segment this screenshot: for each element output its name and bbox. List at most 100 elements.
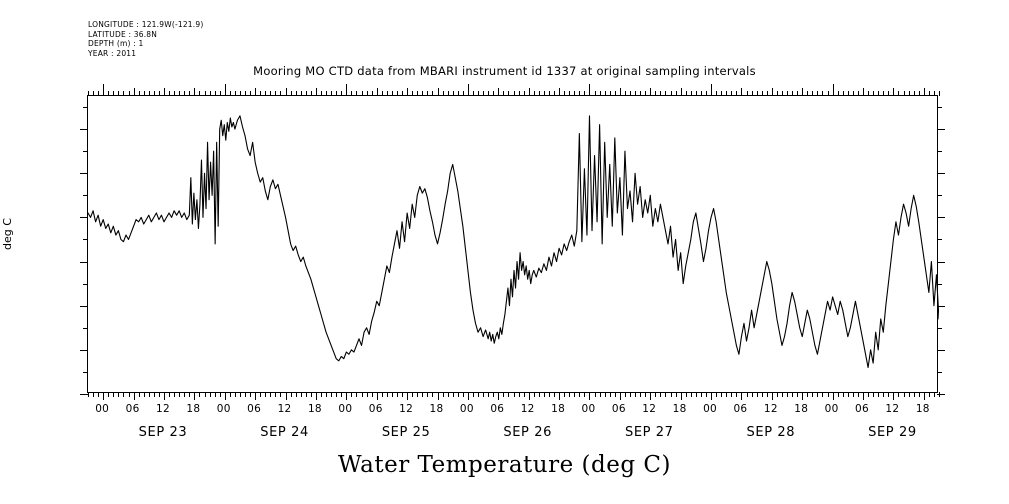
x-axis-minor-tick <box>898 392 900 397</box>
x-axis-minor-tick <box>807 392 809 397</box>
x-axis-day-label: SEP 25 <box>381 425 431 440</box>
x-axis-minor-tick <box>888 392 890 397</box>
x-axis-minor-tick <box>234 392 236 397</box>
x-axis-day-tick <box>346 84 348 96</box>
y-axis-minor-tick <box>937 151 942 153</box>
x-axis-minor-tick <box>569 392 571 397</box>
x-axis-minor-tick <box>422 392 424 397</box>
y-axis-minor-tick <box>83 151 88 153</box>
x-axis-minor-tick <box>371 392 373 397</box>
x-axis-minor-tick <box>123 91 125 96</box>
x-axis-minor-tick <box>614 91 616 96</box>
x-axis-major-tick <box>559 88 561 96</box>
x-axis-hour-label: 18 <box>915 403 930 415</box>
x-axis-minor-tick <box>624 392 626 397</box>
x-axis-minor-tick <box>675 91 677 96</box>
x-axis-minor-tick <box>361 91 363 96</box>
x-axis-minor-tick <box>918 91 920 96</box>
x-axis-minor-tick <box>331 392 333 397</box>
x-axis-major-tick <box>559 392 561 400</box>
x-axis-minor-tick <box>128 392 130 397</box>
x-axis-major-tick <box>771 392 773 400</box>
chart-caption: Water Temperature (deg C) <box>338 452 671 478</box>
x-axis-minor-tick <box>609 392 611 397</box>
x-axis-minor-tick <box>518 392 520 397</box>
x-axis-hour-label: 18 <box>307 403 322 415</box>
x-axis-minor-tick <box>883 392 885 397</box>
x-axis-minor-tick <box>523 392 525 397</box>
metadata-depth: DEPTH (m) : 1 <box>88 39 144 49</box>
x-axis-minor-tick <box>695 91 697 96</box>
x-axis-major-tick <box>619 88 621 96</box>
x-axis-minor-tick <box>685 91 687 96</box>
x-axis-minor-tick <box>812 91 814 96</box>
x-axis-minor-tick <box>148 392 150 397</box>
x-axis-minor-tick <box>396 392 398 397</box>
x-axis-minor-tick <box>148 91 150 96</box>
x-axis-minor-tick <box>716 91 718 96</box>
x-axis-hour-label: 12 <box>399 403 414 415</box>
x-axis-minor-tick <box>751 392 753 397</box>
x-axis-minor-tick <box>939 91 940 96</box>
y-axis-minor-tick <box>937 195 942 197</box>
x-axis-hour-label: 06 <box>611 403 626 415</box>
x-axis-major-tick <box>133 88 135 96</box>
x-axis-minor-tick <box>873 91 875 96</box>
y-axis-minor-tick <box>937 107 942 109</box>
x-axis-minor-tick <box>665 91 667 96</box>
x-axis-minor-tick <box>787 91 789 96</box>
x-axis-hour-label: 12 <box>520 403 535 415</box>
x-axis-minor-tick <box>726 392 728 397</box>
x-axis-minor-tick <box>908 392 910 397</box>
x-axis-minor-tick <box>594 392 596 397</box>
y-axis-major-tick <box>937 305 945 307</box>
x-axis-minor-tick <box>169 91 171 96</box>
x-axis-hour-label: 00 <box>703 403 718 415</box>
x-axis-major-tick <box>498 88 500 96</box>
x-axis-major-tick <box>255 88 257 96</box>
y-axis-minor-tick <box>83 327 88 329</box>
y-axis-major-tick <box>937 173 945 175</box>
x-axis-minor-tick <box>260 392 262 397</box>
metadata-longitude: LONGITUDE : 121.9W(-121.9) <box>88 20 204 29</box>
x-axis-minor-tick <box>169 392 171 397</box>
x-axis-minor-tick <box>690 91 692 96</box>
x-axis-minor-tick <box>928 392 930 397</box>
y-axis-title: deg C <box>1 218 14 250</box>
x-axis-minor-tick <box>812 392 814 397</box>
x-axis-major-tick <box>407 88 409 96</box>
x-axis-minor-tick <box>483 392 485 397</box>
x-axis-major-tick <box>315 88 317 96</box>
x-axis-minor-tick <box>918 392 920 397</box>
x-axis-minor-tick <box>543 392 545 397</box>
x-axis-minor-tick <box>179 91 181 96</box>
station-metadata: LONGITUDE : 121.9W(-121.9) LATITUDE : 36… <box>88 20 203 58</box>
y-axis-major-tick <box>80 173 88 175</box>
x-axis-day-label: SEP 26 <box>503 425 552 440</box>
x-axis-minor-tick <box>822 392 824 397</box>
x-axis-minor-tick <box>442 91 444 96</box>
x-axis-hour-label: 12 <box>763 403 778 415</box>
x-axis-hour-label: 06 <box>368 403 383 415</box>
x-axis-minor-tick <box>402 91 404 96</box>
x-axis-minor-tick <box>326 392 328 397</box>
x-axis-major-tick <box>194 392 196 400</box>
x-axis-major-tick <box>923 392 925 400</box>
x-axis-major-tick <box>376 392 378 400</box>
x-axis-minor-tick <box>189 392 191 397</box>
x-axis-minor-tick <box>366 392 368 397</box>
x-axis-hour-label: 00 <box>824 403 839 415</box>
x-axis-major-tick <box>315 392 317 400</box>
x-axis-minor-tick <box>645 392 647 397</box>
x-axis-minor-tick <box>88 392 89 397</box>
x-axis-hour-label: 06 <box>855 403 869 415</box>
x-axis-minor-tick <box>756 91 758 96</box>
x-axis-minor-tick <box>239 91 241 96</box>
x-axis-minor-tick <box>452 392 454 397</box>
x-axis-minor-tick <box>660 91 662 96</box>
x-axis-minor-tick <box>295 392 297 397</box>
x-axis-minor-tick <box>781 91 783 96</box>
x-axis-hour-label: 18 <box>794 403 809 415</box>
x-axis-minor-tick <box>366 91 368 96</box>
x-axis-hour-label: 18 <box>429 403 444 415</box>
